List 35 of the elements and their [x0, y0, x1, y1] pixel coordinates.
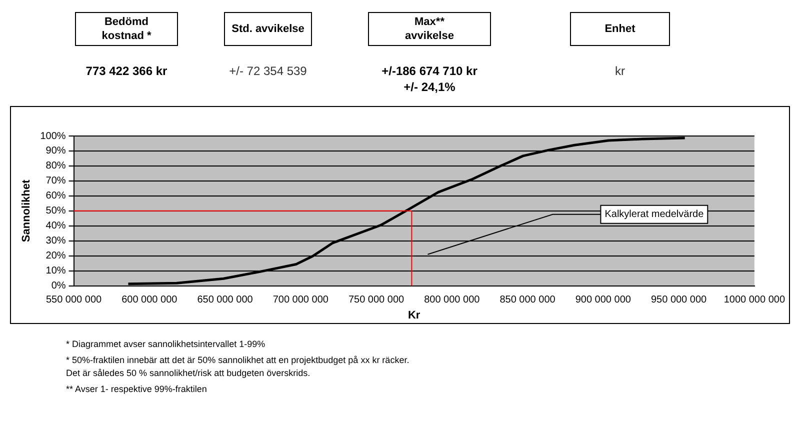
category-label: Enhet — [570, 12, 670, 46]
text: 773 422 366 kr — [84, 63, 168, 79]
category-label: Bedömd kostnad * — [75, 12, 178, 46]
y-tick-label: 90% — [46, 146, 66, 157]
text: +/- 72 354 539 — [228, 63, 308, 79]
y-tick-label: 0% — [51, 280, 66, 292]
x-tick-label: 550 000 000 — [46, 294, 102, 306]
x-tick-label: 650 000 000 — [197, 294, 254, 306]
text: kr — [614, 63, 626, 79]
y-tick-label: 70% — [46, 176, 66, 187]
y-tick-label: 50% — [46, 206, 66, 217]
y-tick-label: 60% — [46, 190, 66, 202]
x-tick-label: 850 000 000 — [500, 294, 556, 306]
y-axis-title: Sannolikhet — [20, 179, 33, 242]
y-tick-label: 10% — [46, 266, 66, 277]
x-tick-label: 1000 000 000 — [724, 294, 786, 306]
x-tick-label: 700 000 000 — [272, 294, 329, 306]
text: * Diagrammet avser sannolikhetsintervallet 1-99% — [66, 338, 266, 351]
text: ** Avser 1- respektive 99%-fraktilen — [66, 383, 208, 396]
text: +/-186 674 710 kr +/- 24,1% — [380, 63, 478, 95]
x-tick-label: 800 000 000 — [424, 294, 480, 306]
x-tick-label: 600 000 000 — [122, 294, 178, 306]
x-tick-label: 900 000 000 — [575, 294, 632, 306]
x-axis-title: Kr — [408, 309, 421, 322]
text: * 50%-fraktilen innebär att det är 50% sannolikhet att en projektbudget på xx kr räcker. Det är således 50 % sannolikhet/risk att budgeten överskrids. — [66, 354, 410, 380]
y-tick-label: 40% — [46, 220, 66, 232]
category-label: Max** avvikelse — [368, 12, 491, 46]
category-label: Std. avvikelse — [224, 12, 312, 46]
x-tick-label: 750 000 000 — [348, 294, 405, 306]
y-tick-label: 100% — [40, 130, 66, 142]
x-tick-label: 950 000 000 — [650, 294, 708, 306]
y-tick-label: 30% — [46, 236, 66, 247]
y-tick-label: 20% — [46, 250, 66, 262]
y-tick-label: 80% — [46, 160, 66, 172]
annotation: Kalkylerat medelvärde — [604, 209, 704, 220]
